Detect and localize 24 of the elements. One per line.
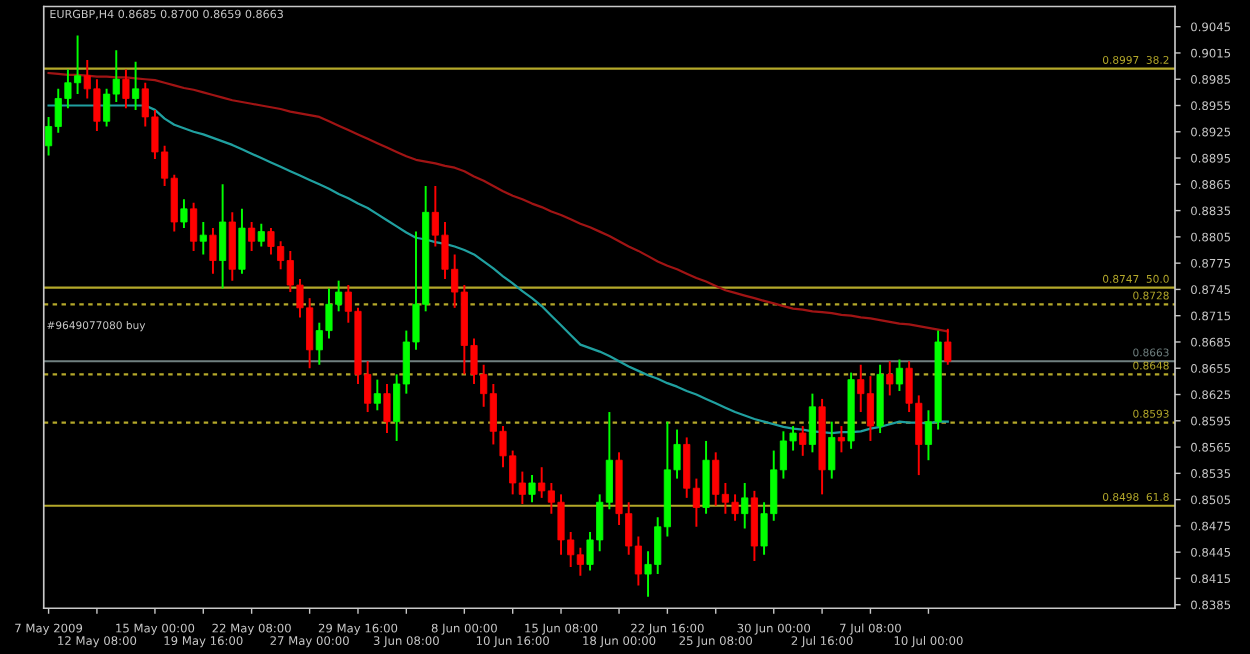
candlestick <box>199 221 207 256</box>
candlestick <box>228 211 236 282</box>
candlestick <box>837 425 845 454</box>
candlestick <box>248 221 256 252</box>
candlestick <box>808 392 816 454</box>
candlestick <box>799 425 807 457</box>
candlestick <box>373 378 381 412</box>
candlestick <box>190 201 198 252</box>
candlestick <box>886 360 894 397</box>
candlestick <box>528 474 536 504</box>
candlestick <box>122 68 130 110</box>
candlestick <box>828 420 836 480</box>
candlestick <box>219 183 227 290</box>
candlestick <box>741 482 749 530</box>
candlestick <box>895 358 903 392</box>
candlestick <box>257 222 265 248</box>
candlestick <box>180 198 188 230</box>
candlestick <box>944 327 952 366</box>
candlestick <box>383 383 391 435</box>
candlestick <box>238 207 246 275</box>
candlestick <box>702 439 710 515</box>
candlestick <box>132 60 140 111</box>
candlestick <box>209 227 217 275</box>
line-series <box>47 71 949 333</box>
